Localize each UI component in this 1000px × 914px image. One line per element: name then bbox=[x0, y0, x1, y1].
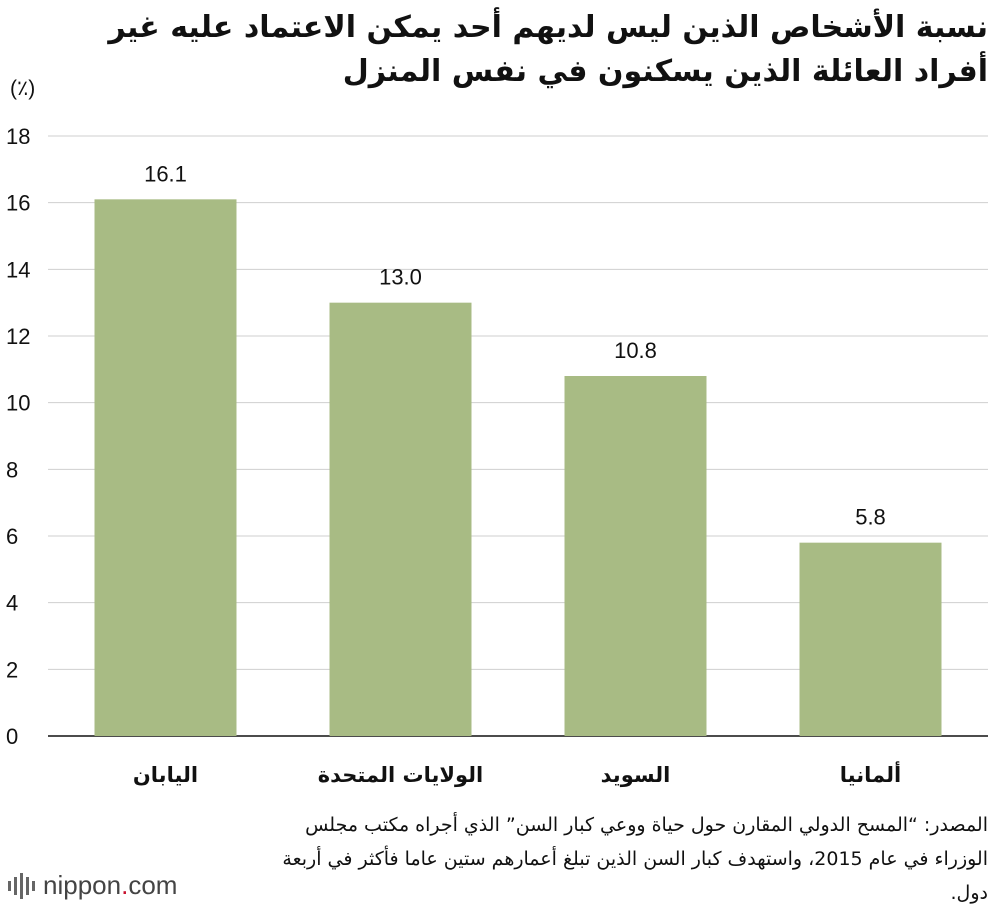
y-tick-label: 8 bbox=[6, 457, 18, 482]
category-label: ألمانيا bbox=[840, 760, 901, 787]
chart-title: نسبة الأشخاص الذين ليس لديهم أحد يمكن ال… bbox=[108, 10, 988, 89]
bar bbox=[329, 302, 472, 736]
category-label: السويد bbox=[601, 763, 671, 787]
data-label: 13.0 bbox=[379, 265, 422, 290]
data-label: 10.8 bbox=[614, 338, 657, 363]
y-tick-label: 6 bbox=[6, 524, 18, 549]
y-axis-unit: (٪) bbox=[10, 77, 36, 100]
category-label: الولايات المتحدة bbox=[318, 763, 483, 787]
brand-name: nippon bbox=[43, 870, 122, 900]
data-label: 16.1 bbox=[144, 161, 187, 186]
y-tick-label: 4 bbox=[6, 591, 18, 616]
y-tick-labels: 0 2 4 6 8 10 12 14 16 18 bbox=[6, 124, 30, 749]
brand-dot: . bbox=[121, 870, 129, 900]
data-label: 5.8 bbox=[855, 505, 886, 530]
bars bbox=[94, 199, 942, 737]
y-tick-label: 0 bbox=[6, 724, 18, 749]
y-tick-label: 14 bbox=[6, 257, 30, 282]
y-tick-label: 18 bbox=[6, 124, 30, 149]
bar bbox=[799, 542, 942, 736]
source-note: المصدر: “المسح الدولي المقارن حول حياة و… bbox=[282, 814, 988, 904]
y-tick-label: 16 bbox=[6, 191, 30, 216]
category-labels: اليابان الولايات المتحدة السويد ألمانيا bbox=[133, 760, 901, 787]
brand-tld: com bbox=[128, 870, 178, 900]
bar bbox=[564, 376, 707, 736]
bar bbox=[94, 199, 237, 737]
y-tick-label: 10 bbox=[6, 391, 30, 416]
category-label: اليابان bbox=[133, 763, 198, 787]
y-tick-label: 2 bbox=[6, 657, 18, 682]
brand-logo: nippon. com bbox=[8, 870, 177, 901]
data-labels: 16.1 13.0 10.8 5.8 bbox=[144, 161, 886, 529]
y-tick-label: 12 bbox=[6, 324, 30, 349]
nippon-logo-icon bbox=[8, 872, 35, 899]
